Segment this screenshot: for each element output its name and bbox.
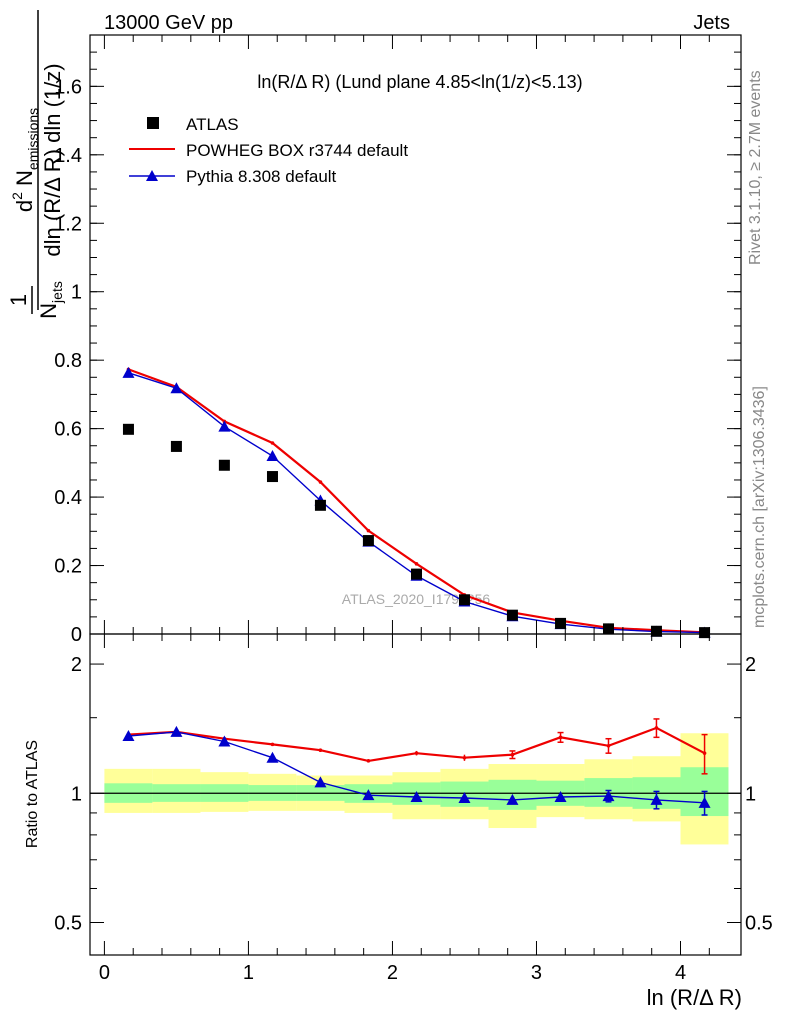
main-y-tick-label: 0.4 (54, 487, 82, 509)
legend-pythia-label: Pythia 8.308 default (186, 167, 337, 186)
powheg-ratio-point (318, 748, 323, 752)
powheg-ratio-point (654, 726, 659, 730)
powheg-ratio-point (414, 751, 419, 755)
atlas-marker (266, 471, 278, 483)
powheg-ratio-point (366, 759, 371, 763)
x-tick-label: 0 (99, 962, 110, 984)
atlas-marker (170, 440, 182, 452)
pythia-ratio-marker (458, 792, 471, 804)
legend-powheg-label: POWHEG BOX r3744 default (186, 141, 408, 160)
ratio-panel-frame (89, 633, 742, 956)
ratio-y-tick-label-right: 2 (745, 654, 756, 676)
ratio-y-tick-label: 1 (71, 783, 82, 805)
svg-text:Njets: Njets (36, 281, 65, 319)
main-y-tick-label: 1.6 (54, 76, 82, 98)
legend-atlas-label: ATLAS (186, 115, 239, 134)
ratio-y-tick-label: 2 (71, 654, 82, 676)
powheg-ratio-line (128, 726, 706, 763)
main-y-tick-label: 0.2 (54, 556, 82, 578)
powheg-point (318, 480, 323, 484)
main-y-tick-label: 1.4 (54, 145, 82, 167)
pythia-ratio-marker (410, 791, 423, 803)
svg-text:1: 1 (6, 294, 31, 306)
atlas-marker (218, 459, 230, 471)
main-y-tick-label: 0.8 (54, 350, 82, 372)
pythia-marker (218, 420, 231, 432)
legend-atlas-marker (147, 117, 159, 129)
legend: ATLAS POWHEG BOX r3744 default Pythia 8.… (129, 115, 408, 186)
svg-text:d2 Nemissions: d2 Nemissions (9, 108, 41, 212)
pythia-ratio-marker (650, 793, 663, 805)
ratio-y-tick-label: 0.5 (54, 912, 82, 934)
atlas-marker (362, 535, 374, 547)
header-right: Jets (693, 12, 730, 34)
atlas-marker (458, 594, 470, 606)
atlas-marker (555, 617, 567, 629)
pythia-ratio-marker (698, 796, 711, 808)
main-y-tick-label: 0 (71, 624, 82, 646)
main-y-tick-label: 0.6 (54, 419, 82, 441)
pythia-ratio-marker (506, 793, 519, 805)
rivet-version-label: Rivet 3.1.10, ≥ 2.7M events (747, 70, 764, 265)
pythia-ratio-marker (362, 789, 375, 801)
main-plot-title: ln(R/Δ R) (Lund plane 4.85<ln(1/z)<5.13) (257, 72, 582, 92)
powheg-ratio-point (462, 755, 467, 760)
atlas-marker (314, 499, 326, 511)
powheg-point (414, 562, 419, 566)
pythia-ratio-marker (122, 729, 135, 741)
ratio-y-axis-title: Ratio to ATLAS (24, 740, 41, 848)
x-axis-title: ln (R/Δ R) (647, 985, 742, 1010)
main-y-tick-label: 1 (71, 282, 82, 304)
pythia-marker (170, 382, 183, 394)
powheg-ratio-point (270, 742, 275, 747)
ratio-y-tick-label-right: 1 (745, 783, 756, 805)
atlas-marker (650, 625, 662, 637)
x-tick-label: 1 (243, 962, 254, 984)
atlas-marker (506, 609, 518, 621)
atlas-marker (602, 623, 614, 635)
svg-text:dln (R/Δ R) dln (1/z): dln (R/Δ R) dln (1/z) (40, 63, 65, 256)
powheg-ratio-point (702, 751, 707, 755)
pythia-ratio-marker (554, 791, 567, 803)
atlas-marker (411, 568, 423, 580)
pythia-ratio-marker (218, 735, 231, 747)
atlas-marker (122, 423, 134, 435)
pythia-marker (122, 366, 135, 378)
header-left: 13000 GeV pp (104, 12, 233, 34)
x-tick-label: 3 (531, 962, 542, 984)
x-tick-label: 4 (675, 962, 686, 984)
powheg-ratio-point (510, 752, 515, 757)
ratio-panel-marks: 0.5 0.5 1 1 2 2 0 1 2 3 4 (54, 634, 773, 984)
main-panel-marks: 0 0.2 0.4 0.6 0.8 1 1.2 1.4 1.6 (54, 35, 741, 646)
pythia-ratio-marker (314, 776, 327, 788)
main-y-tick-label: 1.2 (54, 213, 82, 235)
ratio-y-tick-label-right: 0.5 (745, 912, 773, 934)
x-tick-label: 2 (387, 962, 398, 984)
mcplots-label: mcplots.cern.ch [arXiv:1306.3436] (751, 386, 768, 628)
powheg-ratio-point (606, 744, 611, 748)
powheg-point (270, 441, 275, 445)
powheg-point (366, 528, 371, 533)
powheg-ratio-point (558, 735, 563, 740)
pythia-ratio-marker (266, 751, 279, 763)
pythia-ratio-marker (170, 725, 183, 737)
atlas-marker (699, 627, 711, 639)
pythia-ratio-marker (602, 790, 615, 802)
pythia-marker (266, 450, 279, 462)
legend-pythia-marker (146, 170, 158, 181)
